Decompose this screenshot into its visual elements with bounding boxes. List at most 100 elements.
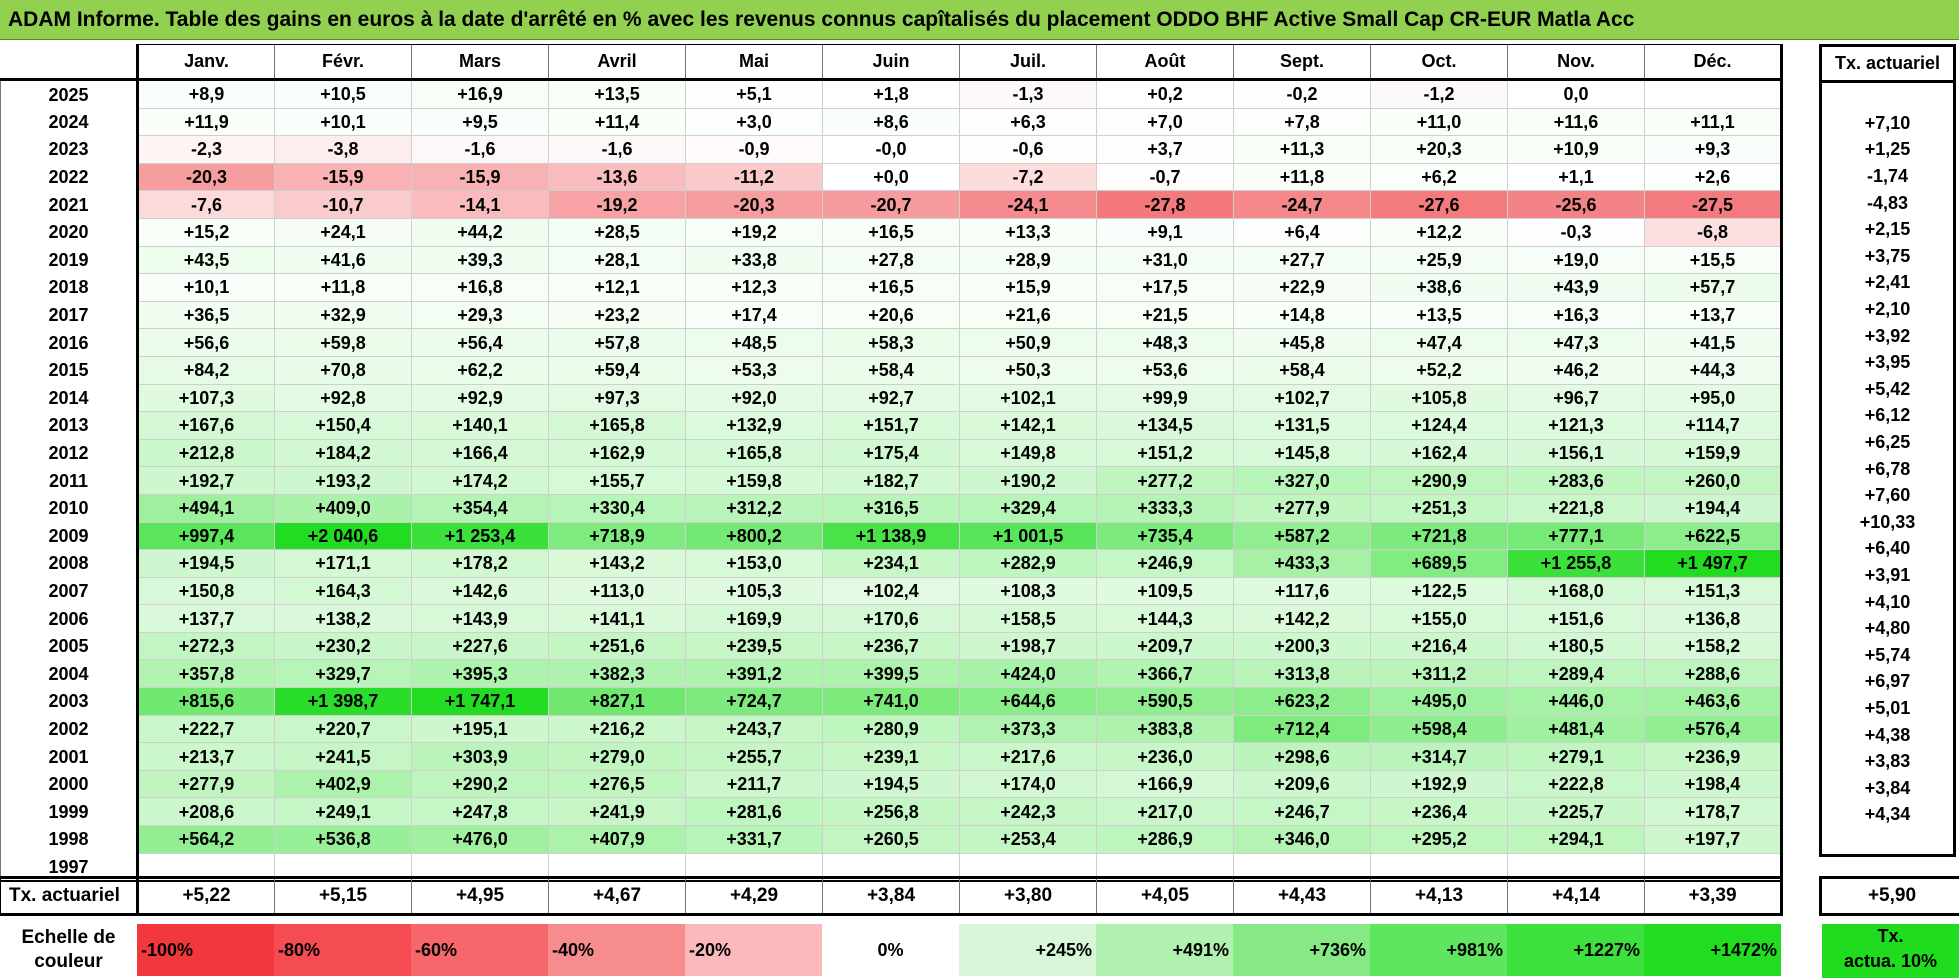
gain-cell: +298,6 (1233, 742, 1371, 771)
gain-cell: +329,7 (274, 659, 412, 689)
gain-cell: +277,2 (1096, 466, 1234, 495)
gain-cell: +290,2 (411, 769, 549, 799)
table-row: 2019 +43,5 +41,6 +39,3 +28,1 +33,8 +27,8 +28,9 +… (0, 245, 1783, 275)
gain-cell: +138,2 (274, 604, 412, 633)
gain-cell: +23,2 (548, 300, 686, 330)
gain-cell: +15,5 (1644, 245, 1783, 275)
gain-cell: +10,1 (274, 107, 412, 137)
gain-cell: +2,6 (1644, 162, 1783, 192)
gain-cell: +107,3 (136, 383, 275, 413)
month-header: Avril (548, 44, 686, 81)
color-scale-step: +1472% (1644, 924, 1781, 976)
gain-cell: +15,9 (959, 273, 1097, 302)
gain-cell: +164,3 (274, 576, 412, 606)
gain-cell: +56,4 (411, 328, 549, 357)
gain-cell: +27,8 (822, 245, 960, 275)
actuarial-cell: +4,38 (1819, 721, 1956, 748)
gain-cell: +29,3 (411, 300, 549, 330)
gain-cell: +216,2 (548, 714, 686, 744)
year-label: 2007 (0, 577, 138, 605)
gain-cell: +32,9 (274, 300, 412, 330)
gain-cell: -0,3 (1507, 217, 1645, 247)
gain-cell: +313,8 (1233, 659, 1371, 689)
table-row: 2008 +194,5 +171,1 +178,2 +143,2 +153,0 +234,1… (0, 549, 1783, 578)
gain-cell: +735,4 (1096, 521, 1234, 551)
actuarial-row: +5,74 (1819, 641, 1956, 669)
gain-cell: +102,1 (959, 383, 1097, 413)
gain-cell: +16,5 (822, 273, 960, 302)
gain-cell: +17,4 (685, 300, 823, 330)
gain-cell: +6,4 (1233, 217, 1371, 247)
gain-cell: +213,7 (136, 742, 275, 771)
gain-cell: +329,4 (959, 493, 1097, 523)
table-row: 2018 +10,1 +11,8 +16,8 +12,1 +12,3 +16,5 +15,9 +… (0, 273, 1783, 302)
table-row: 2007 +150,8 +164,3 +142,6 +113,0 +105,3 +102,4… (0, 576, 1783, 606)
total-cell: +4,43 (1233, 876, 1371, 916)
gain-cell: +13,5 (1370, 300, 1508, 330)
gain-cell: +222,7 (136, 714, 275, 744)
color-scale-step: -80% (274, 924, 411, 976)
color-scale-step: -100% (137, 924, 274, 976)
gain-cell: +536,8 (274, 825, 412, 854)
gain-cell: +45,8 (1233, 328, 1371, 357)
gain-cell: +171,1 (274, 549, 412, 578)
actuarial-cell: +5,74 (1819, 641, 1956, 669)
gain-cell: +576,4 (1644, 714, 1783, 744)
gain-cell: +50,3 (959, 355, 1097, 385)
actuarial-row: +4,38 (1819, 721, 1956, 748)
year-label: 2021 (0, 190, 138, 219)
gain-cell: +12,1 (548, 273, 686, 302)
total-cell: +5,15 (274, 876, 412, 916)
actuarial-row: +3,84 (1819, 774, 1956, 802)
gain-cell: +366,7 (1096, 659, 1234, 689)
color-scale-step: +491% (1096, 924, 1233, 976)
gain-cell: +21,6 (959, 300, 1097, 330)
gain-cell: +155,7 (548, 466, 686, 495)
actuarial-cell: +2,10 (1819, 295, 1956, 323)
corner-cell (0, 44, 138, 81)
gain-cell: +1 747,1 (411, 687, 549, 716)
gain-cell: +50,9 (959, 328, 1097, 357)
actuarial-row: +6,97 (1819, 668, 1956, 695)
gain-cell: +11,8 (1233, 162, 1371, 192)
gain-cell: +402,9 (274, 769, 412, 799)
gain-cell: +246,9 (1096, 549, 1234, 578)
year-label: 1999 (0, 797, 138, 826)
gain-cell: +193,2 (274, 466, 412, 495)
gain-cell: +239,5 (685, 631, 823, 661)
gain-cell: -0,2 (1233, 79, 1371, 109)
gain-cell: +46,2 (1507, 355, 1645, 385)
gain-cell: -15,9 (411, 162, 549, 192)
year-label: 2010 (0, 494, 138, 522)
actuarial-row: -1,74 (1819, 162, 1956, 190)
gain-cell: +122,5 (1370, 576, 1508, 606)
actuarial-row: -4,83 (1819, 189, 1956, 216)
gain-cell: +92,8 (274, 383, 412, 413)
gain-cell: +38,6 (1370, 273, 1508, 302)
gain-cell: +140,1 (411, 411, 549, 440)
gain-cell: +11,9 (136, 107, 275, 137)
actuarial-cell: +5,01 (1819, 694, 1956, 722)
gain-cell: +10,5 (274, 79, 412, 109)
gain-cell: +290,9 (1370, 466, 1508, 495)
actuarial-cell: +3,92 (1819, 322, 1956, 349)
gain-cell: -20,7 (822, 190, 960, 219)
gain-cell: +178,7 (1644, 797, 1783, 827)
gain-cell: +311,2 (1370, 659, 1508, 689)
month-header: Mai (685, 44, 823, 81)
gain-cell: +712,4 (1233, 714, 1371, 744)
gain-cell: +253,4 (959, 825, 1097, 854)
gain-cell: +227,6 (411, 631, 549, 661)
gain-cell: +12,3 (685, 273, 823, 302)
gain-cell: +48,5 (685, 328, 823, 357)
table-row: 2004 +357,8 +329,7 +395,3 +382,3 +391,2 +399,5… (0, 659, 1783, 689)
actuarial-cell: +6,40 (1819, 535, 1956, 562)
gain-cell: +97,3 (548, 383, 686, 413)
gain-cell: +43,5 (136, 245, 275, 275)
gain-cell: -24,1 (959, 190, 1097, 219)
actuarial-row: +4,80 (1819, 614, 1956, 642)
actuarial-cell: +3,83 (1819, 747, 1956, 775)
gain-cell: 0,0 (1507, 79, 1645, 109)
gain-cell: -20,3 (685, 190, 823, 219)
color-scale-step: -40% (548, 924, 685, 976)
